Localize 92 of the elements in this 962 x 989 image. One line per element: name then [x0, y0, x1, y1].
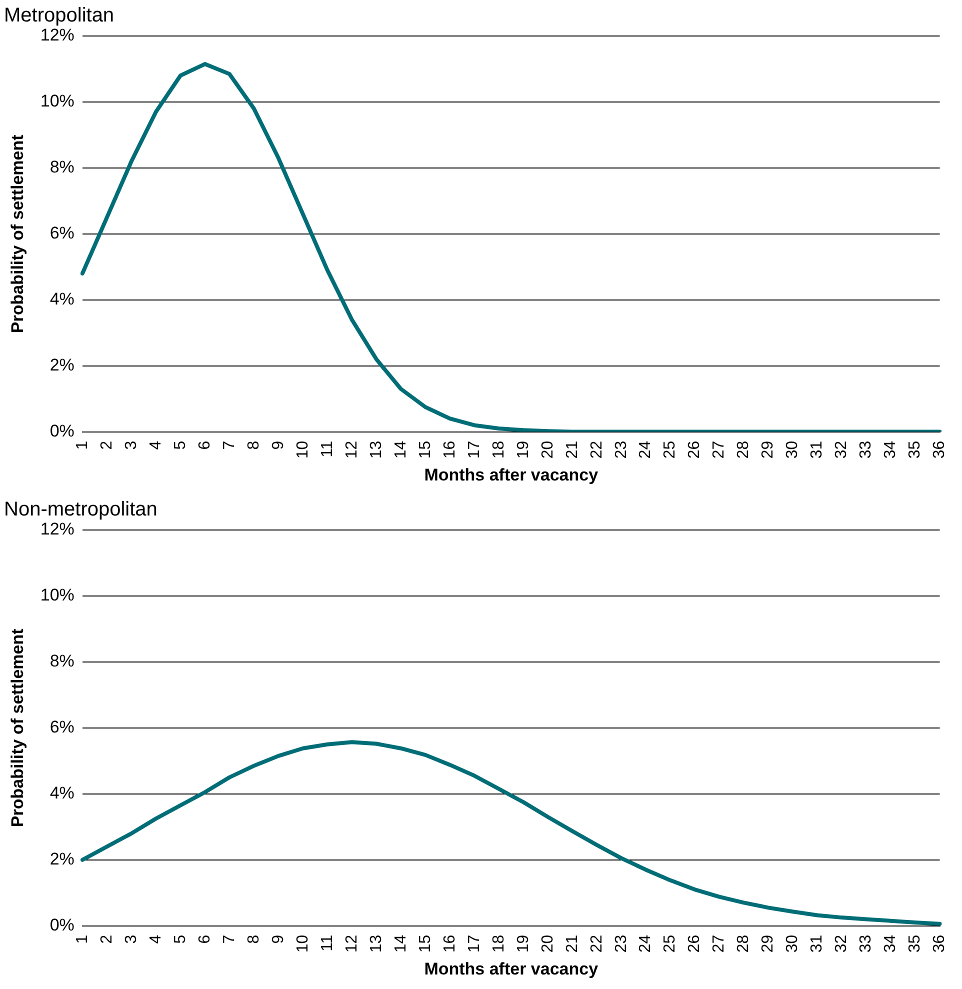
- x-tick-label: 5: [172, 440, 189, 450]
- x-tick-label: 13: [368, 934, 385, 953]
- chart-title: Non-metropolitan: [4, 498, 158, 521]
- x-tick-label: 33: [858, 934, 875, 953]
- x-tick-label: 17: [466, 440, 483, 459]
- x-tick-label: 32: [833, 440, 850, 459]
- x-tick-label: 4: [147, 440, 164, 450]
- x-tick-label: 29: [760, 440, 777, 459]
- x-tick-label: 32: [833, 934, 850, 953]
- y-tick-label: 10%: [40, 586, 74, 605]
- x-tick-label: 16: [441, 440, 458, 459]
- x-tick-label: 31: [808, 934, 826, 953]
- x-tick-label: 3: [122, 440, 140, 450]
- x-tick-label: 24: [637, 440, 654, 459]
- x-tick-label: 3: [122, 934, 140, 944]
- x-tick-label: 8: [245, 934, 262, 944]
- x-tick-label: 8: [245, 440, 262, 450]
- x-tick-label: 24: [637, 934, 654, 953]
- x-tick-label: 27: [710, 934, 728, 953]
- x-tick-label: 28: [735, 934, 752, 953]
- x-tick-label: 4: [147, 934, 164, 944]
- x-tick-label: 23: [612, 934, 630, 953]
- x-tick-label: 11: [318, 934, 336, 952]
- y-tick-label: 0%: [50, 915, 74, 934]
- x-tick-label: 2: [98, 934, 116, 944]
- x-tick-label: 10: [294, 440, 312, 459]
- x-tick-label: 23: [612, 440, 630, 459]
- y-tick-label: 12%: [40, 26, 74, 45]
- x-tick-label: 34: [882, 440, 900, 459]
- y-tick-label: 2%: [50, 356, 74, 375]
- x-tick-label: 9: [270, 934, 287, 944]
- x-tick-label: 30: [784, 934, 802, 953]
- x-tick-label: 21: [564, 440, 581, 459]
- x-axis-title: Months after vacancy: [424, 465, 599, 484]
- x-tick-label: 29: [760, 934, 777, 953]
- x-tick-label: 15: [416, 440, 434, 459]
- x-tick-label: 9: [270, 440, 287, 450]
- y-tick-label: 0%: [50, 421, 74, 440]
- x-tick-label: 14: [392, 440, 410, 459]
- x-tick-label: 35: [906, 934, 924, 953]
- y-tick-label: 2%: [50, 850, 74, 869]
- x-tick-label: 36: [931, 934, 948, 953]
- x-tick-label: 22: [588, 440, 606, 459]
- x-tick-label: 26: [686, 934, 704, 953]
- x-tick-label: 30: [784, 440, 802, 459]
- y-tick-label: 8%: [50, 652, 74, 671]
- x-tick-label: 14: [392, 934, 410, 953]
- x-tick-label: 22: [588, 934, 606, 953]
- x-tick-label: 5: [172, 934, 189, 944]
- x-tick-label: 34: [882, 934, 900, 953]
- x-tick-label: 10: [294, 934, 312, 953]
- x-tick-label: 12: [343, 934, 360, 953]
- x-tick-label: 27: [710, 440, 728, 459]
- x-tick-label: 7: [220, 934, 238, 944]
- x-tick-label: 20: [539, 934, 556, 953]
- y-tick-label: 4%: [50, 290, 74, 309]
- y-tick-label: 6%: [50, 718, 74, 737]
- x-tick-label: 2: [98, 440, 116, 450]
- x-tick-label: 12: [343, 440, 360, 459]
- x-tick-label: 1: [74, 440, 91, 450]
- x-tick-label: 19: [514, 934, 532, 953]
- x-tick-label: 6: [196, 440, 214, 450]
- x-axis-title: Months after vacancy: [424, 959, 599, 978]
- y-tick-label: 10%: [40, 92, 74, 111]
- chart-title: Metropolitan: [4, 4, 114, 27]
- y-axis-title: Probability of settlement: [8, 134, 27, 334]
- y-axis-title: Probability of settlement: [8, 628, 27, 828]
- x-tick-label: 36: [931, 440, 948, 459]
- x-tick-label: 25: [662, 440, 679, 459]
- x-tick-label: 16: [441, 934, 458, 953]
- x-tick-label: 33: [858, 440, 875, 459]
- y-tick-label: 6%: [50, 224, 74, 243]
- x-tick-label: 7: [220, 440, 238, 450]
- x-tick-label: 1: [74, 934, 91, 944]
- x-tick-label: 13: [368, 440, 385, 459]
- y-tick-label: 8%: [50, 158, 74, 177]
- x-tick-label: 18: [490, 934, 508, 953]
- x-tick-label: 19: [514, 440, 532, 459]
- x-tick-label: 15: [416, 934, 434, 953]
- x-tick-label: 20: [539, 440, 556, 459]
- x-tick-label: 6: [196, 934, 214, 944]
- x-tick-label: 31: [808, 440, 826, 459]
- x-tick-label: 17: [466, 934, 483, 953]
- x-tick-label: 26: [686, 440, 704, 459]
- x-tick-label: 28: [735, 440, 752, 459]
- x-tick-label: 35: [906, 440, 924, 459]
- x-tick-label: 18: [490, 440, 508, 459]
- x-tick-label: 11: [318, 440, 336, 458]
- y-tick-label: 4%: [50, 784, 74, 803]
- x-tick-label: 21: [564, 934, 581, 953]
- x-tick-label: 25: [662, 934, 679, 953]
- y-tick-label: 12%: [40, 520, 74, 539]
